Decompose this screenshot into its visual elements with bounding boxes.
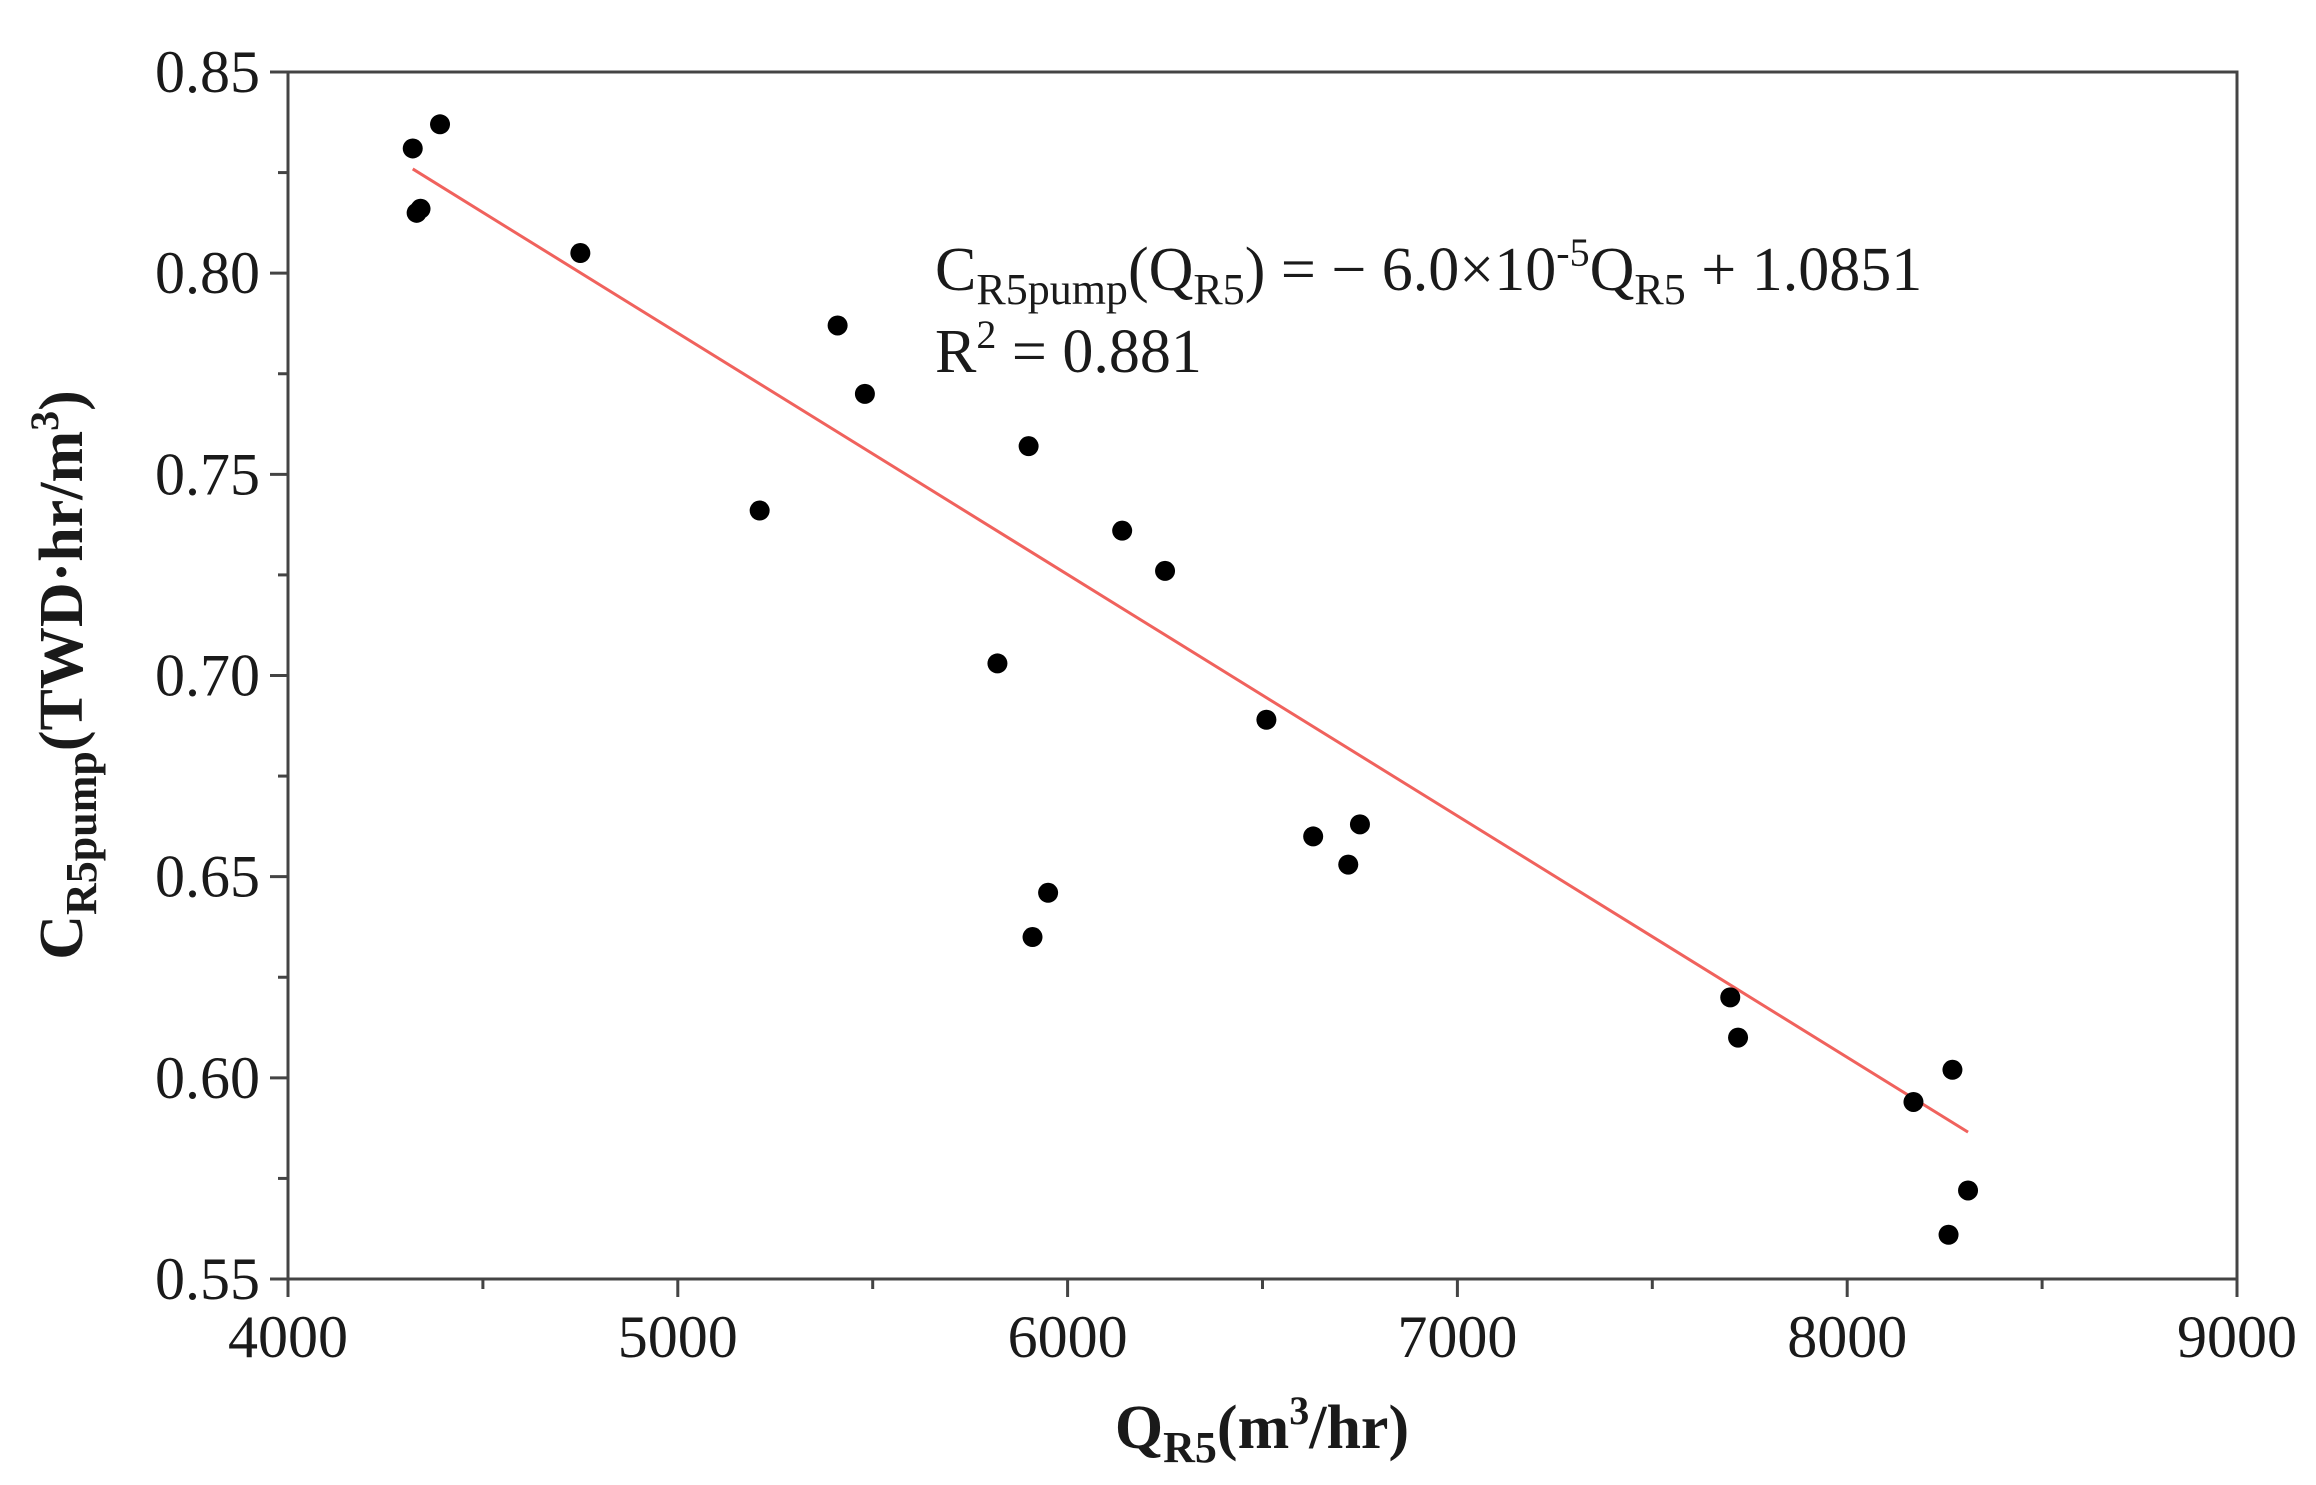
- y-axis-title: CR5pump(TWD·hr/m3): [22, 390, 106, 960]
- data-point: [1349, 814, 1370, 835]
- data-point: [570, 243, 591, 264]
- x-tick-label: 6000: [1008, 1304, 1128, 1370]
- data-point: [854, 383, 875, 404]
- y-tick-label: 0.60: [155, 1045, 260, 1111]
- trendline-group: [411, 167, 1969, 1134]
- regression-equation: CR5pump(QR5) = − 6.0×10-5QR5 + 1.0851: [935, 230, 1922, 314]
- x-tick-label: 7000: [1397, 1304, 1517, 1370]
- data-point: [827, 315, 848, 336]
- x-tick-label: 9000: [2177, 1304, 2297, 1370]
- data-point: [1038, 882, 1059, 903]
- data-point: [1958, 1180, 1979, 1201]
- axis-ticks: [270, 70, 2239, 1297]
- y-tick-label: 0.80: [155, 240, 260, 306]
- data-point: [1155, 560, 1176, 581]
- x-axis-title: QR5(m3/hr): [1115, 1388, 1409, 1472]
- y-tick-label: 0.75: [155, 441, 260, 507]
- data-point: [1720, 987, 1741, 1008]
- y-tick-label: 0.55: [155, 1246, 260, 1312]
- y-tick-label: 0.65: [155, 844, 260, 910]
- trendline: [411, 167, 1969, 1134]
- data-point: [430, 114, 451, 135]
- data-point: [410, 198, 431, 219]
- tick-labels: 4000 5000 6000 7000 8000 9000 0.55 0.60 0.65 0.70…: [155, 39, 2297, 1370]
- x-tick-label: 4000: [228, 1304, 348, 1370]
- y-tick-label: 0.85: [155, 39, 260, 105]
- data-point: [1728, 1027, 1749, 1048]
- data-point: [1903, 1091, 1924, 1112]
- data-point: [749, 500, 770, 521]
- x-tick-label: 5000: [618, 1304, 738, 1370]
- data-point: [1022, 927, 1043, 948]
- x-tick-label: 8000: [1787, 1304, 1907, 1370]
- y-tick-label: 0.70: [155, 643, 260, 709]
- data-point: [1938, 1224, 1959, 1245]
- data-point: [1018, 436, 1039, 457]
- data-point: [987, 653, 1008, 674]
- data-point: [1303, 826, 1324, 847]
- data-point: [1256, 709, 1277, 730]
- data-point: [402, 138, 423, 159]
- data-points: [402, 114, 1979, 1245]
- data-point: [1942, 1059, 1963, 1080]
- data-point: [1338, 854, 1359, 875]
- r-squared: R2 = 0.881: [935, 312, 1202, 386]
- data-point: [1112, 520, 1133, 541]
